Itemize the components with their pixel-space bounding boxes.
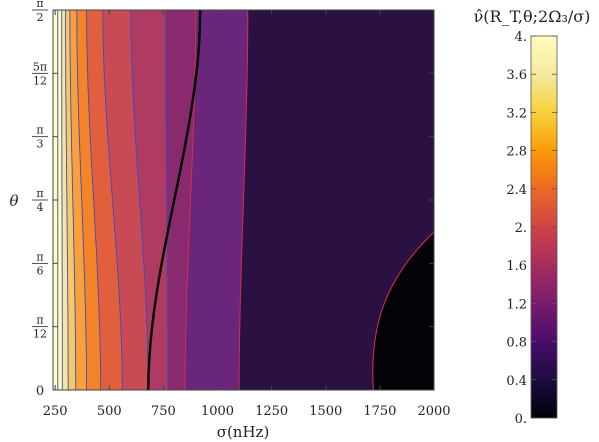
y-tick-numerator: π [36, 187, 43, 200]
x-axis: 250 500 750 1000 1250 1500 1750 2000 [43, 10, 451, 419]
x-tick-label: 750 [151, 404, 176, 419]
y-tick-denominator: 3 [37, 138, 44, 151]
colorbar-title: ν̂(R_T,θ;2Ω₃/σ) [474, 7, 591, 26]
y-tick-numerator: 5π [33, 60, 47, 73]
y-tick-denominator: 6 [37, 264, 44, 277]
colorbar-tick-label: 2. [515, 221, 527, 236]
x-tick-label: 2000 [417, 404, 450, 419]
x-tick-label: 500 [97, 404, 122, 419]
y-tick-numerator: π [36, 250, 43, 263]
contour-line [130, 10, 149, 390]
colorbar-tick-label: 4. [515, 30, 527, 45]
colorbar-tick-label: 3.2 [506, 106, 527, 121]
colorbar-tick-label: 2.8 [506, 145, 527, 160]
colorbar-tick-label: 1.2 [506, 297, 527, 312]
x-tick-label: 1250 [255, 404, 288, 419]
contour-line [61, 10, 63, 390]
y-tick-denominator: 4 [37, 201, 44, 214]
colorbar-tick-label: 0. [515, 412, 527, 427]
contour-band [372, 232, 434, 390]
contour-line [238, 10, 249, 390]
colorbar-tick-label: 2.4 [506, 183, 527, 198]
colorbar-ticks: 0. 0.4 0.8 1.2 1.6 2. 2.4 2.8 3.2 3.6 4. [506, 30, 557, 427]
y-tick-denominator: 2 [37, 11, 44, 24]
contour-line [102, 10, 123, 390]
colorbar-tick-label: 1.6 [506, 259, 527, 274]
contour-line [165, 10, 169, 390]
highlighted-contour [147, 10, 202, 390]
contour-line [184, 10, 197, 390]
x-tick-label: 1000 [201, 404, 234, 419]
colorbar-tick-label: 3.6 [506, 68, 527, 83]
x-tick-label: 1500 [309, 404, 342, 419]
y-tick-numerator: π [36, 124, 43, 137]
colorbar-tick-label: 0.8 [506, 336, 527, 351]
x-axis-label: σ(nHz) [217, 423, 270, 441]
contour-line [69, 10, 77, 390]
x-tick-label: 250 [43, 404, 68, 419]
contour-line [76, 10, 88, 390]
y-tick-denominator: 12 [33, 328, 47, 341]
contour-line [65, 10, 69, 390]
y-axis-label: θ [9, 192, 18, 210]
colorbar-tick-label: 0.4 [506, 374, 527, 389]
x-tick-label: 1750 [363, 404, 396, 419]
y-tick-numerator: π [36, 314, 43, 327]
plot-area [52, 9, 435, 391]
y-tick-denominator: 12 [33, 74, 47, 87]
colorbar: 0. 0.4 0.8 1.2 1.6 2. 2.4 2.8 3.2 3.6 4. ν̂(R_T,θ;… [474, 7, 591, 427]
y-tick-numerator: π [36, 0, 43, 10]
y-tick-label: 0 [36, 384, 44, 399]
contour-line [86, 10, 102, 390]
